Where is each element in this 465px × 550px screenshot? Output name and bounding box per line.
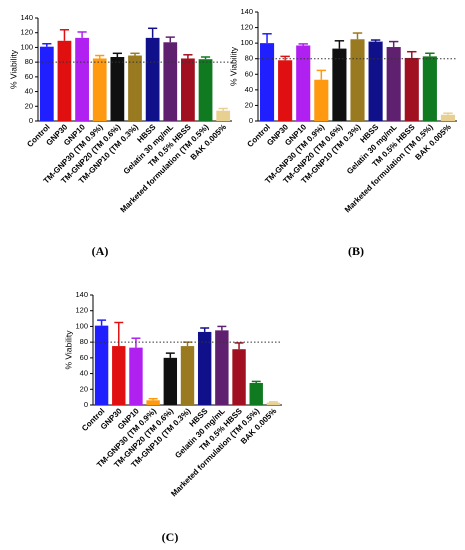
bar xyxy=(198,59,213,121)
bar xyxy=(216,110,231,121)
y-tick-label: 20 xyxy=(80,384,88,393)
y-tick-label: 60 xyxy=(80,353,88,362)
bar xyxy=(163,42,178,121)
bar xyxy=(266,402,281,405)
bar xyxy=(94,325,109,405)
bar xyxy=(57,40,72,121)
y-tick-label: 100 xyxy=(75,321,88,330)
bar xyxy=(92,58,107,121)
bar xyxy=(350,39,365,121)
y-tick-label: 0 xyxy=(249,116,253,125)
bar xyxy=(404,57,419,121)
y-tick-label: 140 xyxy=(75,290,88,299)
y-tick-label: 20 xyxy=(25,101,33,110)
bar xyxy=(386,47,401,121)
y-tick-label: 60 xyxy=(25,72,33,81)
bar xyxy=(146,400,160,405)
bar xyxy=(259,43,275,122)
y-tick-label: 40 xyxy=(25,87,33,96)
y-tick-label: 20 xyxy=(245,100,253,109)
panel-label: (B) xyxy=(348,244,364,258)
bar xyxy=(128,55,142,122)
bar xyxy=(181,58,195,121)
y-tick-label: 140 xyxy=(240,7,253,16)
y-tick-label: 120 xyxy=(240,23,253,32)
y-axis-label: % Viability xyxy=(228,46,238,86)
bar xyxy=(163,357,178,405)
y-tick-label: 100 xyxy=(240,38,253,47)
y-tick-label: 80 xyxy=(245,54,253,63)
y-tick-label: 0 xyxy=(29,116,33,125)
bar xyxy=(112,346,126,405)
y-tick-label: 140 xyxy=(20,13,33,22)
bar xyxy=(422,56,437,121)
y-tick-label: 80 xyxy=(80,337,88,346)
y-tick-label: 80 xyxy=(25,57,33,66)
y-tick-label: 100 xyxy=(20,42,33,51)
y-tick-label: 40 xyxy=(245,85,253,94)
y-tick-label: 120 xyxy=(75,306,88,315)
bar xyxy=(180,346,195,405)
bar xyxy=(145,37,160,121)
bar xyxy=(215,330,229,405)
bar xyxy=(278,60,293,121)
y-tick-label: 60 xyxy=(245,69,253,78)
y-axis-label: % Viability xyxy=(63,330,73,370)
y-tick-label: 120 xyxy=(20,28,33,37)
y-tick-label: 40 xyxy=(80,369,88,378)
bar xyxy=(296,45,311,121)
bar xyxy=(129,347,143,405)
bar xyxy=(368,41,383,122)
bar xyxy=(249,383,263,405)
bar xyxy=(75,37,89,121)
bar xyxy=(197,331,212,405)
y-tick-label: 0 xyxy=(84,400,88,409)
y-axis-label: % Viability xyxy=(8,49,18,89)
bar xyxy=(314,79,329,121)
bar xyxy=(110,56,125,121)
bar xyxy=(440,114,456,121)
bar xyxy=(332,48,347,121)
panel-label: (A) xyxy=(92,244,109,258)
bar xyxy=(232,349,246,405)
bar xyxy=(39,46,54,121)
panel-label: (C) xyxy=(162,530,179,544)
